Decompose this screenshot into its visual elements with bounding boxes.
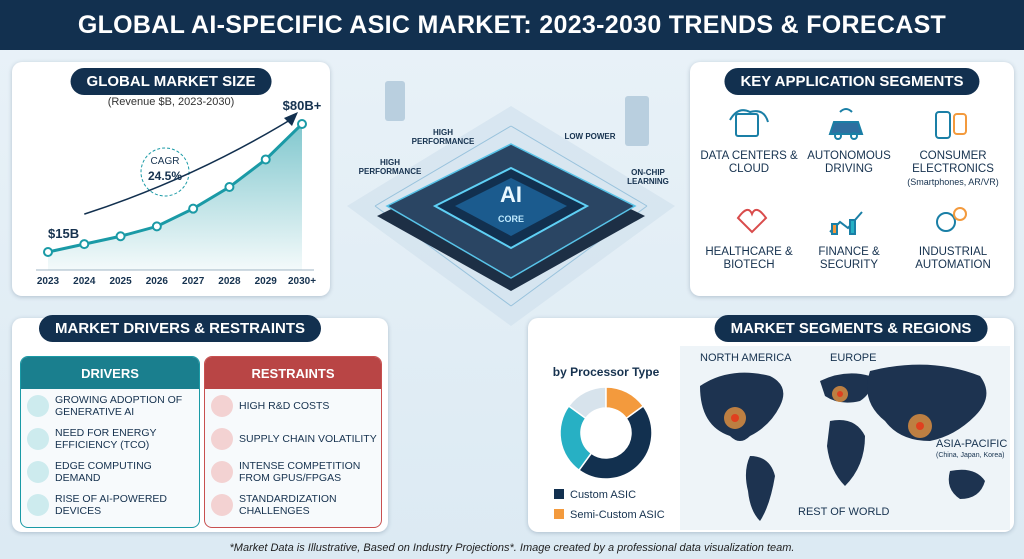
x-tick-label: 2026 <box>146 276 169 287</box>
chip-core: AI <box>500 182 522 207</box>
x-tick-label: 2024 <box>73 276 96 287</box>
driver-item: NEED FOR ENERGY EFFICIENCY (TCO) <box>21 422 199 455</box>
region-label: EUROPE <box>830 352 877 364</box>
trend-arrowhead <box>284 112 298 126</box>
donut-segment <box>577 404 653 480</box>
driver-item: RISE OF AI-POWERED DEVICES <box>21 488 199 521</box>
world-map <box>680 346 1010 530</box>
application-label: INDUSTRIAL AUTOMATION <box>915 246 991 271</box>
section-title: GLOBAL MARKET SIZE <box>70 68 272 95</box>
driver-item: GROWING ADOPTION OF GENERATIVE AI <box>21 389 199 422</box>
x-tick-label: 2028 <box>218 276 241 287</box>
point <box>115 231 126 242</box>
cagr-value: 24.5% <box>148 169 182 183</box>
value-label: $15B <box>48 226 79 241</box>
legend-swatch <box>554 509 564 519</box>
application-label: CONSUMER ELECTRONICS (Smartphones, AR/VR) <box>901 150 1005 189</box>
drivers-panel: DRIVERS GROWING ADOPTION OF GENERATIVE A… <box>12 318 388 532</box>
x-tick-label: 2029 <box>255 276 278 287</box>
chip-label: HIGH PERFORMANCE <box>358 158 422 176</box>
x-tick-label: 2030+ <box>288 276 316 287</box>
chip-illustration: AI CORE <box>347 81 675 326</box>
restraint-item: STANDARDIZATION CHALLENGES <box>205 488 381 521</box>
application-note: (Smartphones, AR/VR) <box>907 177 999 187</box>
driver-text: RISE OF AI-POWERED DEVICES <box>55 492 168 517</box>
value-label: $80B+ <box>283 98 322 113</box>
driver-text: NEED FOR ENERGY EFFICIENCY (TCO) <box>55 426 157 451</box>
restraint-icon <box>211 460 233 483</box>
application-label: DATA CENTERS & CLOUD <box>700 150 798 175</box>
point <box>151 221 162 232</box>
header-title: GLOBAL AI-SPECIFIC ASIC MARKET: 2023-203… <box>0 0 1024 50</box>
application-label: HEALTHCARE & BIOTECH <box>705 246 793 271</box>
drivers-box: DRIVERS GROWING ADOPTION OF GENERATIVE A… <box>20 356 200 528</box>
application-label: AUTONOMOUS DRIVING <box>807 150 891 175</box>
region-label: NORTH AMERICA <box>700 352 792 364</box>
restraints-box: RESTRAINTS HIGH R&D COSTS SUPPLY CHAIN V… <box>204 356 382 528</box>
segments-panel: by Processor Type Custom ASIC Semi-Custom … <box>528 318 1014 532</box>
x-tick-label: 2023 <box>37 276 60 287</box>
section-title: KEY APPLICATION SEGMENTS <box>724 68 980 95</box>
donut-chart: by Processor Type Custom ASIC Semi-Custom … <box>553 365 665 521</box>
applications-panel: DATA CENTERS & CLOUD AUTONOMOUS DRIVING … <box>690 62 1014 296</box>
point <box>79 239 90 250</box>
driver-icon <box>27 493 49 516</box>
restraint-icon <box>211 493 233 516</box>
restraints-title: RESTRAINTS <box>205 357 381 389</box>
driver-text: EDGE COMPUTING DEMAND <box>55 459 152 484</box>
section-title: MARKET SEGMENTS & REGIONS <box>714 315 988 342</box>
chip-label: LOW POWER <box>564 132 616 141</box>
point <box>260 154 271 165</box>
x-tick-label: 2027 <box>182 276 205 287</box>
legend-swatch <box>554 489 564 499</box>
driver-icon <box>27 460 49 483</box>
footer-note: *Market Data is Illustrative, Based on I… <box>229 542 795 554</box>
chip-core-sub: CORE <box>498 214 524 224</box>
chart-title: by Processor Type <box>553 365 660 379</box>
subtitle: (Revenue $B, 2023-2030) <box>107 96 235 108</box>
driver-text: GROWING ADOPTION OF GENERATIVE AI <box>55 393 183 418</box>
driver-icon <box>27 394 49 417</box>
drivers-title: DRIVERS <box>21 357 199 389</box>
region-note: (China, Japan, Korea) <box>936 452 1005 459</box>
region-label: REST OF WORLD <box>798 506 890 518</box>
section-title: MARKET DRIVERS & RESTRAINTS <box>38 315 322 342</box>
line-chart: CAGR 24.5% 2023 $15B 2024 2025 2026 2027 2028 2… <box>36 98 322 287</box>
restraint-text: INTENSE COMPETITION FROM GPUS/FPGAS <box>239 459 361 484</box>
application-label: FINANCE & SECURITY <box>818 246 880 271</box>
donut-segment <box>605 386 645 420</box>
chip-label: HIGH PERFORMANCE <box>411 128 475 146</box>
driver-icon <box>27 427 49 450</box>
line <box>47 122 304 254</box>
restraint-text: SUPPLY CHAIN VOLATILITY <box>239 432 377 445</box>
area <box>48 124 302 270</box>
trend-arrow <box>84 119 291 215</box>
region-label: ASIA-PACIFIC <box>936 438 1008 450</box>
driver-item: EDGE COMPUTING DEMAND <box>21 455 199 488</box>
restraint-text: STANDARDIZATION CHALLENGES <box>239 492 337 517</box>
cagr-label: CAGR <box>151 156 180 167</box>
restraint-icon <box>211 394 233 417</box>
restraint-text: HIGH R&D COSTS <box>239 399 330 412</box>
point <box>43 247 53 257</box>
chip-label: ON-CHIP LEARNING <box>627 168 669 186</box>
legend-label: Custom ASIC <box>570 489 636 501</box>
cagr-badge <box>140 147 190 197</box>
point <box>224 182 235 193</box>
restraint-item: INTENSE COMPETITION FROM GPUS/FPGAS <box>205 455 381 488</box>
restraint-item: HIGH R&D COSTS <box>205 389 381 422</box>
market-size-panel: CAGR 24.5% 2023 $15B 2024 2025 2026 2027 2028 2… <box>12 62 330 296</box>
application-icons <box>729 108 967 235</box>
point <box>188 203 199 214</box>
point <box>297 119 307 129</box>
legend-label: Semi-Custom ASIC <box>570 509 665 521</box>
restraint-item: SUPPLY CHAIN VOLATILITY <box>205 422 381 455</box>
restraint-icon <box>211 427 233 450</box>
x-tick-label: 2025 <box>109 276 132 287</box>
application-label-text: CONSUMER ELECTRONICS <box>912 150 994 175</box>
